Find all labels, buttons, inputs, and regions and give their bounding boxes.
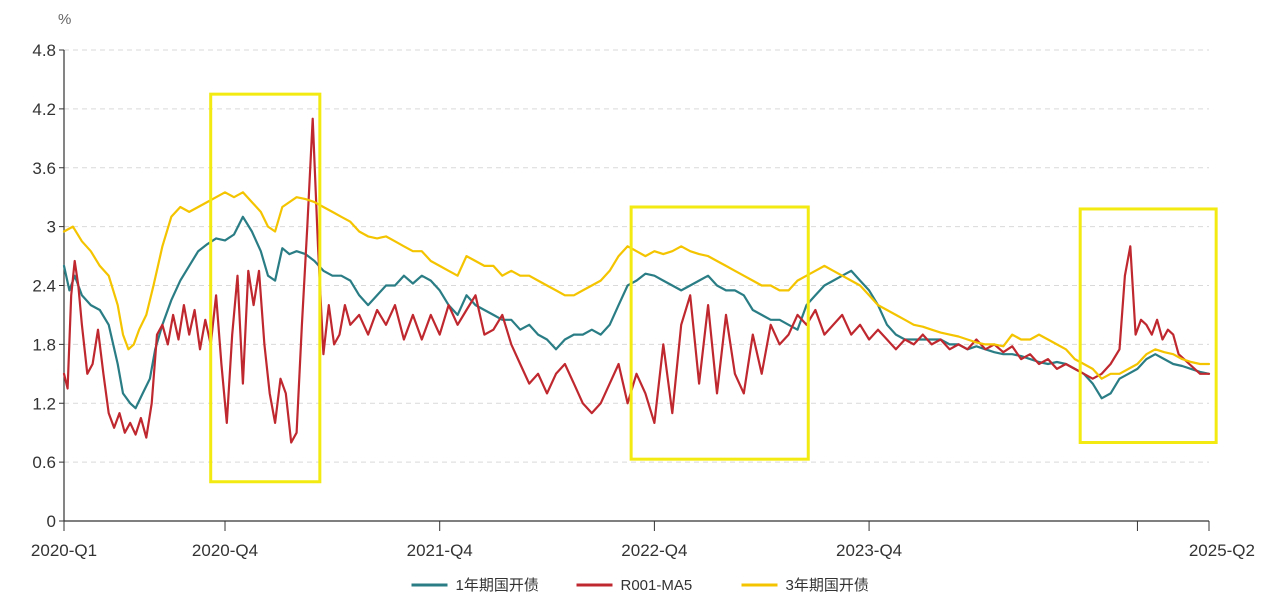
y-tick-label: 4.2 (32, 100, 56, 119)
highlight-box-0 (209, 92, 322, 484)
y-tick-label: 2.4 (32, 277, 56, 296)
legend-label: 1年期国开债 (456, 577, 539, 594)
highlight-boxes (209, 92, 1218, 484)
x-tick-label: 2020-Q1 (31, 541, 97, 560)
y-tick-label: 1.2 (32, 394, 56, 413)
series-line-1 (62, 117, 1211, 444)
y-tick-label: 0.6 (32, 453, 56, 472)
legend-item-2[interactable]: 3年期国开债 (741, 577, 869, 594)
axes: 0 0.6 1.2 1.8 2.4 3 3.6 4.2 4.8 2020-Q1 2020-Q4 202… (31, 41, 1255, 560)
y-tick-label: 1.8 (32, 335, 56, 354)
grid-lines (64, 49, 1209, 463)
legend-item-1[interactable]: R001-MA5 (576, 577, 693, 594)
x-tick-label: 2022-Q4 (621, 541, 687, 560)
y-axis-unit-label: % (58, 11, 71, 28)
legend: 1年期国开债 R001-MA5 3年期国开债 (411, 577, 869, 594)
legend-label: 3年期国开债 (786, 577, 869, 594)
x-tick-label: 2023-Q4 (836, 541, 902, 560)
series-line-2 (62, 191, 1211, 380)
highlight-box-1 (629, 205, 810, 461)
legend-item-0[interactable]: 1年期国开债 (411, 577, 539, 594)
legend-label: R001-MA5 (621, 577, 693, 594)
series-line-0 (62, 215, 1211, 410)
x-tick-label: 2021-Q4 (407, 541, 473, 560)
y-tick-label: 3 (47, 218, 56, 237)
series-lines (62, 117, 1211, 444)
y-tick-label: 0 (47, 512, 56, 531)
highlight-box-2 (1078, 207, 1218, 444)
y-tick-label: 4.8 (32, 41, 56, 60)
x-tick-label: 2020-Q4 (192, 541, 258, 560)
y-tick-label: 3.6 (32, 159, 56, 178)
x-tick-label: 2025-Q2 (1189, 541, 1255, 560)
